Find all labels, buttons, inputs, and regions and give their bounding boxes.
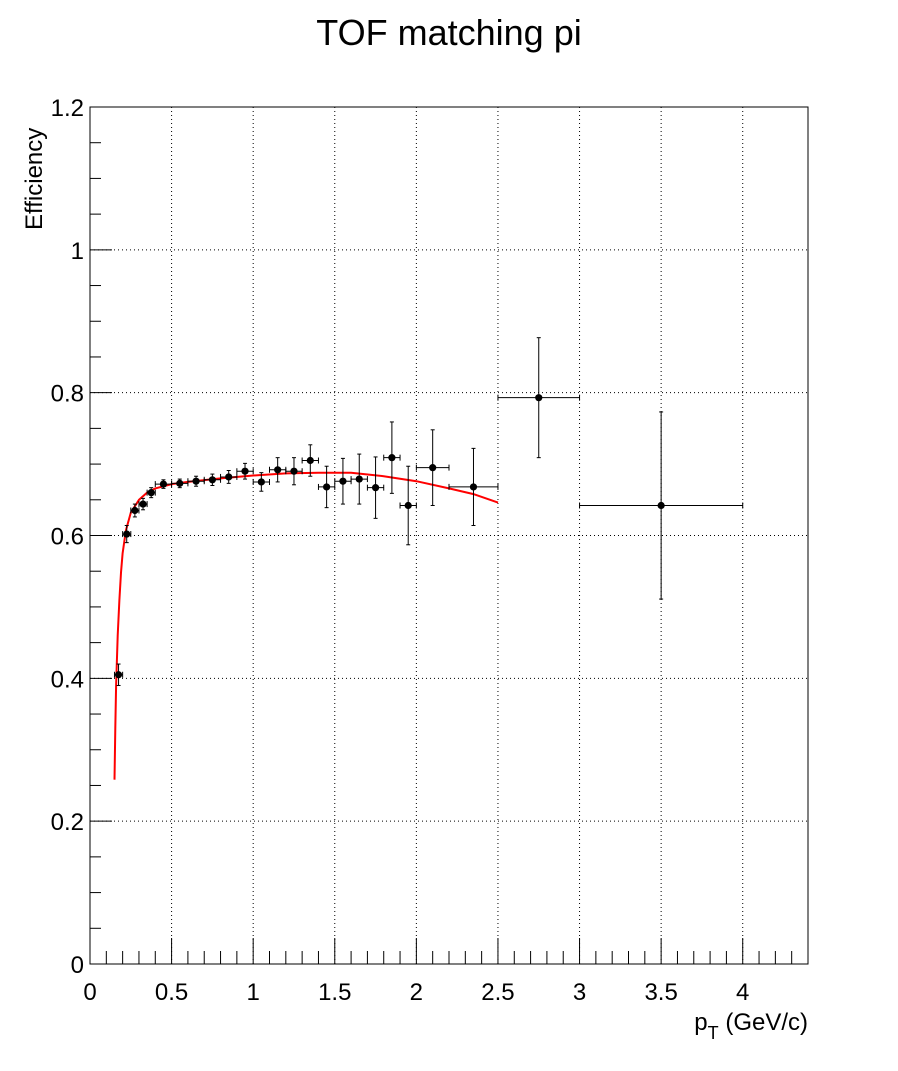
data-point-marker [131,506,139,515]
data-point [146,487,156,499]
data-point-marker [306,456,314,465]
data-point [383,421,401,494]
x-tick-label: 1 [247,979,260,1006]
x-tick-label: 0.5 [155,979,188,1006]
data-point [285,457,303,486]
data-point-marker [176,479,184,487]
x-axis-title-units: (GeV/c) [719,1009,808,1036]
data-point [415,429,450,507]
axes: 0 0.5 1 1.5 2 2.5 3 3.5 4 0 0.2 0.4 0.6 0.8 1 1.2 [51,95,793,1006]
data-point [138,497,148,511]
data-point-marker [139,500,147,508]
y-tick-label: 1.2 [51,95,84,122]
data-point [317,465,336,509]
data-point-marker [159,480,168,488]
y-tick-label: 0.8 [51,381,84,408]
data-point [236,462,254,480]
y-axis-title: Efficiency [21,128,48,230]
x-tick-label: 4 [736,979,749,1006]
y-tick-label: 0.4 [51,666,84,693]
x-tick-label: 0 [83,979,96,1006]
data-point [448,447,499,527]
data-point-marker [208,476,216,484]
data-point-marker [323,483,331,491]
y-tick-label: 0 [71,952,84,979]
data-point-marker [339,477,347,485]
data-point-marker [355,475,363,483]
data-point [350,453,368,505]
y-tick-label: 1 [71,238,84,265]
x-tick-label: 3 [573,979,586,1006]
data-point [366,456,385,519]
data-point [497,337,581,459]
data-point-marker [147,489,155,497]
x-tick-label: 2.5 [481,979,514,1006]
data-point-marker [192,477,200,485]
data-point [154,479,173,489]
data-point-marker [225,473,233,481]
data-point [130,503,140,518]
data-point-marker [114,671,123,679]
data-point-marker [404,501,412,510]
data-point-marker [290,467,298,475]
x-axis-title-main: p [694,1009,707,1036]
x-axis-title: pT (GeV/c) [694,1009,808,1043]
data-points-layer [113,337,744,686]
data-point-marker [429,464,437,472]
data-point [113,663,124,686]
data-point [579,411,744,600]
chart-title: TOF matching pi [316,12,581,53]
data-point [399,465,417,546]
y-tick-label: 0.6 [51,524,84,551]
data-point-marker [657,501,665,510]
data-point [269,457,287,483]
data-point-marker [123,530,131,538]
data-point-marker [469,483,478,491]
x-tick-label: 1.5 [318,979,351,1006]
data-point-marker [274,466,282,474]
data-point [252,472,270,492]
data-point [301,444,319,477]
data-point-marker [241,467,249,475]
x-tick-label: 2 [410,979,423,1006]
data-point-marker [257,478,265,486]
x-tick-label: 3.5 [644,979,677,1006]
data-point-marker [388,454,396,462]
data-point [220,470,238,484]
data-point-marker [535,394,543,402]
x-axis-title-subscript: T [708,1023,719,1043]
y-tick-label: 0.2 [51,809,84,836]
data-point-marker [371,484,380,492]
data-point [122,525,132,544]
